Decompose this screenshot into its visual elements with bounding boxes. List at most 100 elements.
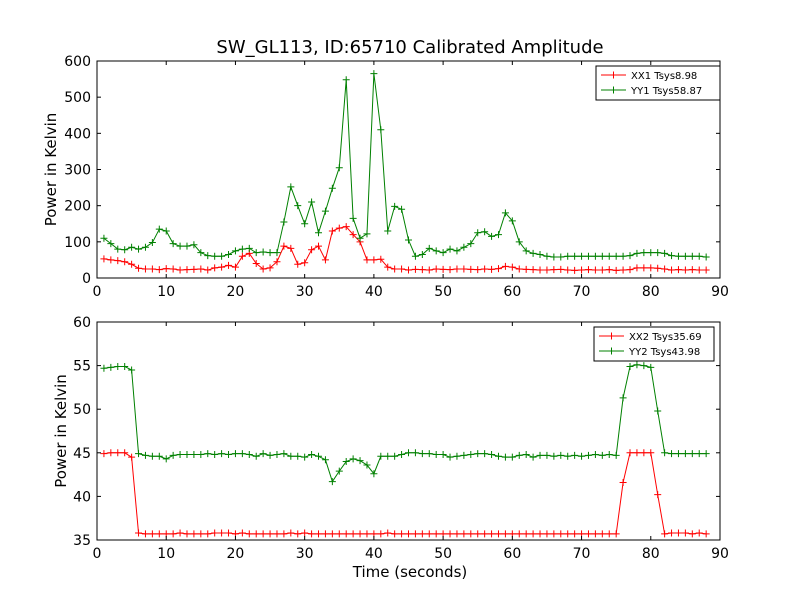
data-point bbox=[515, 265, 523, 273]
data-point bbox=[619, 266, 627, 274]
data-point bbox=[515, 238, 523, 246]
data-point bbox=[148, 265, 156, 273]
data-point bbox=[661, 449, 669, 457]
data-point bbox=[522, 247, 530, 255]
x-axis-label: Time (seconds) bbox=[352, 563, 468, 581]
data-point bbox=[668, 266, 676, 274]
data-point bbox=[460, 451, 468, 459]
data-point bbox=[100, 364, 108, 372]
data-point bbox=[238, 450, 246, 458]
data-point bbox=[425, 450, 433, 458]
data-point bbox=[363, 530, 371, 538]
data-point bbox=[702, 266, 710, 274]
data-point bbox=[211, 252, 219, 260]
data-point bbox=[543, 530, 551, 538]
legend-marker bbox=[610, 71, 617, 79]
data-point bbox=[245, 451, 253, 459]
data-point bbox=[169, 240, 177, 248]
data-point bbox=[384, 529, 392, 537]
data-point bbox=[619, 252, 627, 260]
data-point bbox=[162, 227, 170, 235]
data-point bbox=[612, 266, 620, 274]
series-xx-plot1 bbox=[100, 223, 710, 274]
data-point bbox=[155, 530, 163, 538]
data-point bbox=[591, 266, 599, 274]
data-point bbox=[377, 126, 385, 134]
data-point bbox=[418, 250, 426, 258]
y-tick-label: 55 bbox=[73, 359, 91, 375]
data-point bbox=[141, 243, 149, 251]
legend-label: YY1 Tsys58.87 bbox=[630, 86, 702, 97]
data-point bbox=[550, 266, 558, 274]
data-point bbox=[335, 224, 343, 232]
data-point bbox=[273, 451, 281, 459]
data-point bbox=[584, 252, 592, 260]
data-point bbox=[453, 530, 461, 538]
data-point bbox=[301, 453, 309, 461]
data-point bbox=[688, 266, 696, 274]
data-point bbox=[252, 260, 260, 268]
data-point bbox=[515, 530, 523, 538]
data-point bbox=[550, 530, 558, 538]
data-point bbox=[626, 449, 634, 457]
data-point bbox=[405, 530, 412, 538]
data-point bbox=[328, 184, 336, 192]
data-point bbox=[591, 451, 599, 459]
data-point bbox=[356, 234, 364, 242]
data-point bbox=[349, 214, 357, 222]
data-point bbox=[321, 530, 329, 538]
data-point bbox=[481, 530, 489, 538]
data-point bbox=[405, 449, 412, 457]
data-point bbox=[155, 225, 163, 233]
x-tick-label: 0 bbox=[93, 284, 102, 300]
x-tick-label: 70 bbox=[573, 284, 591, 300]
data-point bbox=[501, 262, 509, 270]
data-point bbox=[204, 266, 212, 274]
data-point bbox=[702, 253, 710, 261]
data-point bbox=[349, 530, 357, 538]
series-line bbox=[103, 452, 707, 535]
data-point bbox=[460, 265, 468, 273]
data-point bbox=[141, 451, 149, 459]
data-point bbox=[245, 530, 253, 538]
legend-label: XX1 Tsys8.98 bbox=[631, 71, 697, 82]
data-point bbox=[204, 530, 212, 538]
data-point bbox=[626, 252, 634, 260]
data-point bbox=[259, 248, 267, 256]
y-tick-label: 35 bbox=[73, 533, 91, 549]
data-point bbox=[391, 202, 399, 210]
data-point bbox=[211, 529, 219, 537]
data-point bbox=[460, 243, 468, 251]
legend-item: YY2 Tsys43.98 bbox=[599, 347, 700, 358]
data-point bbox=[584, 530, 592, 538]
data-point bbox=[363, 256, 371, 264]
data-point bbox=[681, 529, 689, 537]
data-point bbox=[121, 258, 129, 266]
legend-item: XX2 Tsys35.69 bbox=[599, 332, 702, 343]
data-point bbox=[494, 265, 502, 273]
data-point bbox=[557, 451, 565, 459]
data-point bbox=[418, 530, 426, 538]
x-tick-label: 0 bbox=[93, 546, 102, 562]
data-point bbox=[370, 470, 378, 478]
x-tick-label: 50 bbox=[434, 284, 452, 300]
y-axis-label: Power in Kelvin bbox=[52, 374, 70, 488]
data-point bbox=[356, 457, 364, 465]
y-tick-label: 60 bbox=[73, 315, 91, 331]
data-point bbox=[315, 452, 323, 460]
data-point bbox=[398, 265, 406, 273]
data-point bbox=[633, 361, 641, 369]
data-point bbox=[633, 449, 641, 457]
data-point bbox=[411, 252, 419, 260]
data-point bbox=[266, 530, 274, 538]
data-point bbox=[287, 452, 295, 460]
data-point bbox=[287, 183, 295, 191]
data-point bbox=[294, 530, 302, 538]
data-point bbox=[488, 232, 496, 240]
data-point bbox=[128, 260, 136, 268]
data-point bbox=[225, 261, 233, 269]
data-point bbox=[605, 451, 613, 459]
data-point bbox=[439, 451, 447, 459]
data-point bbox=[266, 264, 274, 272]
data-point bbox=[349, 231, 357, 239]
